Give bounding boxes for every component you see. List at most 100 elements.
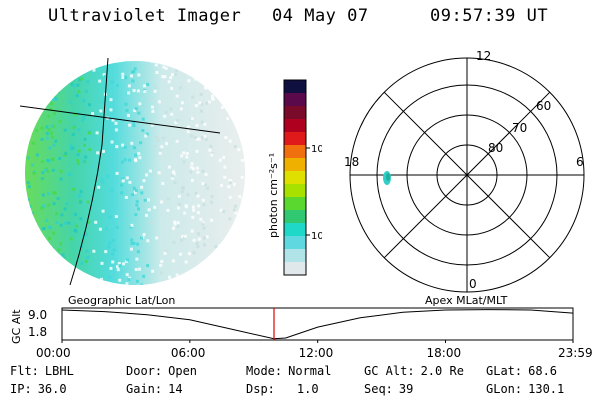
disk-speckle xyxy=(60,259,64,263)
disk-speckle xyxy=(239,131,243,135)
disk-speckle xyxy=(190,165,194,169)
disk-speckle xyxy=(98,227,102,231)
disk-speckle xyxy=(25,239,27,243)
disk-speckle xyxy=(187,79,191,83)
disk-speckle xyxy=(228,139,232,143)
disk-speckle xyxy=(64,221,68,225)
colorbar: 100 10 photon cm⁻²s⁻¹ xyxy=(267,79,322,276)
disk-speckle xyxy=(147,208,151,212)
disk-speckle xyxy=(140,191,144,195)
disk-speckle xyxy=(42,204,46,208)
disk-speckle xyxy=(158,149,162,153)
disk-speckle xyxy=(69,147,73,151)
disk-speckle xyxy=(87,131,91,135)
disk-speckle xyxy=(157,100,161,104)
disk-speckle xyxy=(75,276,79,280)
disk-speckle xyxy=(112,248,116,252)
disk-speckle xyxy=(122,262,126,266)
disk-speckle xyxy=(221,105,225,109)
disk-speckle xyxy=(49,58,52,61)
colorbar-segment xyxy=(284,106,306,120)
disk-speckle xyxy=(210,200,214,204)
disk-speckle xyxy=(219,262,223,266)
disk-speckle xyxy=(48,236,52,240)
disk-speckle xyxy=(247,221,250,224)
xtick-label: 23:59 xyxy=(558,346,593,360)
disk-speckle xyxy=(115,145,119,149)
seq-info: Seq: 39 xyxy=(364,382,414,396)
disk-speckle xyxy=(30,70,34,74)
disk-speckle xyxy=(228,101,232,105)
disk-speckle xyxy=(25,236,27,240)
disk-speckle xyxy=(37,56,40,59)
disk-speckle xyxy=(52,191,56,195)
disk-speckle xyxy=(102,73,106,77)
disk-speckle xyxy=(121,143,125,147)
disk-speckle xyxy=(120,191,124,195)
disk-speckle xyxy=(25,90,29,94)
disk-speckle xyxy=(120,160,124,164)
disk-speckle xyxy=(142,179,146,183)
colorbar-segment xyxy=(284,184,306,198)
disk-speckle xyxy=(189,134,193,138)
disk-speckle xyxy=(75,94,79,98)
disk-speckle xyxy=(123,61,127,63)
disk-speckle xyxy=(150,105,154,109)
disk-speckle xyxy=(82,57,85,60)
disk-speckle xyxy=(114,121,118,125)
disk-speckle xyxy=(55,212,59,216)
disk-speckle xyxy=(136,250,140,254)
disk-speckle xyxy=(73,228,77,232)
disk-speckle xyxy=(81,118,85,122)
disk-speckle xyxy=(246,164,249,167)
disk-speckle xyxy=(76,153,80,157)
disk-speckle xyxy=(108,215,112,219)
disk-speckle xyxy=(131,70,135,74)
disk-speckle xyxy=(138,267,142,271)
disk-speckle xyxy=(21,103,24,106)
xtick-label: 12:00 xyxy=(299,346,334,360)
date-label: 04 May 07 xyxy=(272,6,369,26)
disk-speckle xyxy=(26,140,30,144)
disk-speckle xyxy=(47,203,51,207)
disk-speckle xyxy=(25,115,28,119)
disk-speckle xyxy=(176,221,180,225)
disk-speckle xyxy=(134,213,138,217)
disk-speckle xyxy=(131,79,135,83)
disk-speckle xyxy=(52,143,56,147)
disk-speckle xyxy=(80,261,84,265)
disk-speckle xyxy=(196,245,200,249)
disk-speckle xyxy=(164,66,168,70)
disk-speckle xyxy=(237,148,241,152)
disk-speckle xyxy=(169,107,173,111)
disk-speckle xyxy=(130,223,134,227)
disk-speckle xyxy=(46,170,50,174)
timeline-frame xyxy=(61,307,574,341)
disk-speckle xyxy=(123,145,127,149)
disk-speckle xyxy=(212,65,216,69)
disk-speckle xyxy=(92,249,96,253)
disk-speckle xyxy=(175,139,179,143)
disk-speckle xyxy=(191,215,195,219)
disk-speckle xyxy=(77,89,81,93)
disk-speckle xyxy=(75,224,79,228)
disk-speckle xyxy=(62,255,66,259)
disk-speckle xyxy=(205,101,209,105)
ip-info: IP: 36.0 xyxy=(10,382,67,396)
disk-speckle xyxy=(107,245,111,249)
disk-speckle xyxy=(167,275,171,279)
disk-speckle xyxy=(134,189,138,193)
disk-speckle xyxy=(115,171,119,175)
disk-speckle xyxy=(248,210,250,213)
disk-speckle xyxy=(62,68,66,72)
disk-speckle xyxy=(141,117,145,121)
disk-speckle xyxy=(242,264,245,268)
mlat-label-80: 80 xyxy=(488,141,503,155)
disk-speckle xyxy=(240,175,244,179)
disk-speckle xyxy=(130,74,134,78)
disk-speckle xyxy=(210,218,214,222)
disk-speckle xyxy=(181,186,185,190)
disk-speckle xyxy=(187,252,191,256)
disk-speckle xyxy=(82,55,85,58)
disk-speckle xyxy=(124,195,128,199)
